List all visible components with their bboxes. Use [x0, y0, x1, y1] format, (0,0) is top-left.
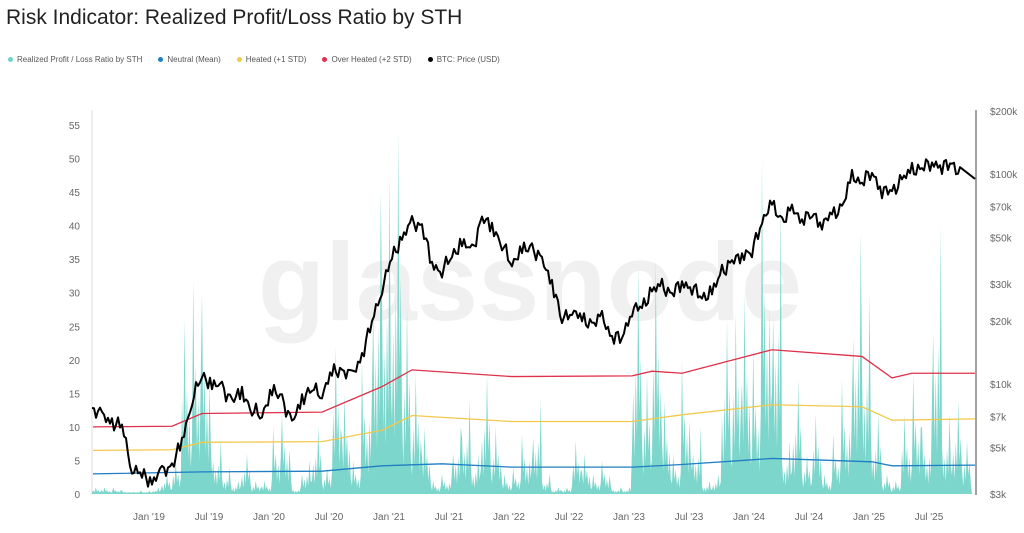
x-tick-label: Jul '22 [555, 512, 584, 523]
x-tick-label: Jul '21 [435, 512, 464, 523]
watermark: glassnode [258, 221, 802, 344]
overheated-line [92, 349, 975, 428]
y-right-tick-label: $50k [990, 233, 1013, 244]
y-left-tick-label: 20 [69, 356, 81, 367]
legend-dot-icon [158, 57, 164, 62]
x-tick-label: Jul '24 [795, 512, 824, 523]
y-left-tick-label: 5 [74, 456, 80, 467]
x-tick-label: Jul '20 [315, 512, 344, 523]
y-left-tick-label: 40 [69, 222, 81, 233]
y-right-tick-label: $10k [990, 380, 1013, 391]
x-tick-label: Jan '23 [613, 512, 645, 523]
legend-item-overheated[interactable]: Over Heated (+2 STD) [322, 55, 412, 64]
x-tick-label: Jul '25 [915, 512, 944, 523]
legend-dot-icon [8, 57, 13, 62]
y-left-tick-label: 10 [69, 423, 81, 434]
legend-dot-icon [236, 57, 242, 62]
y-right-tick-label: $70k [990, 203, 1013, 214]
y-left-tick-label: 45 [69, 188, 81, 199]
x-tick-label: Jul '19 [195, 512, 224, 523]
x-tick-label: Jan '24 [733, 512, 765, 523]
y-left-tick-label: 35 [69, 255, 81, 266]
legend-dot-icon [322, 57, 328, 62]
legend-label: Realized Profit / Loss Ratio by STH [17, 55, 143, 64]
legend-item-ratio[interactable]: Realized Profit / Loss Ratio by STH [8, 55, 142, 64]
y-left-tick-label: 50 [69, 155, 81, 166]
legend-label: Heated (+1 STD) [245, 55, 307, 64]
y-right-tick-label: $30k [990, 280, 1013, 291]
x-tick-label: Jan '19 [133, 512, 165, 523]
btc-price-line [91, 158, 976, 488]
x-tick-label: Jul '23 [675, 512, 704, 523]
legend-label: BTC: Price (USD) [436, 55, 500, 64]
y-right-tick-label: $100k [990, 170, 1018, 181]
y-left-tick-label: 15 [69, 389, 81, 400]
y-right-tick-label: $200k [990, 107, 1018, 118]
y-left-tick-label: 0 [74, 490, 80, 501]
y-right-tick-label: $7k [990, 413, 1007, 424]
heated-line [92, 404, 976, 452]
legend-item-neutral[interactable]: Neutral (Mean) [158, 55, 221, 64]
legend-label: Over Heated (+2 STD) [331, 55, 412, 64]
x-tick-label: Jan '22 [493, 512, 525, 523]
y-left-tick-label: 25 [69, 322, 81, 333]
y-right-tick-label: $5k [990, 443, 1007, 454]
y-left-tick-label: 55 [69, 121, 81, 132]
x-tick-label: Jan '25 [853, 512, 885, 523]
legend: Realized Profit / Loss Ratio by STH Neut… [8, 55, 500, 64]
y-left-tick-label: 30 [69, 289, 81, 300]
chart-title: Risk Indicator: Realized Profit/Loss Rat… [6, 6, 463, 29]
x-tick-label: Jan '20 [253, 512, 285, 523]
x-tick-label: Jan '21 [373, 512, 405, 523]
legend-item-price[interactable]: BTC: Price (USD) [427, 55, 500, 64]
y-right-tick-label: $3k [990, 490, 1007, 501]
legend-label: Neutral (Mean) [167, 55, 221, 64]
neutral-mean-line [92, 457, 976, 475]
legend-item-heated[interactable]: Heated (+1 STD) [236, 55, 307, 64]
legend-dot-icon [427, 57, 433, 62]
y-right-tick-label: $20k [990, 317, 1013, 328]
